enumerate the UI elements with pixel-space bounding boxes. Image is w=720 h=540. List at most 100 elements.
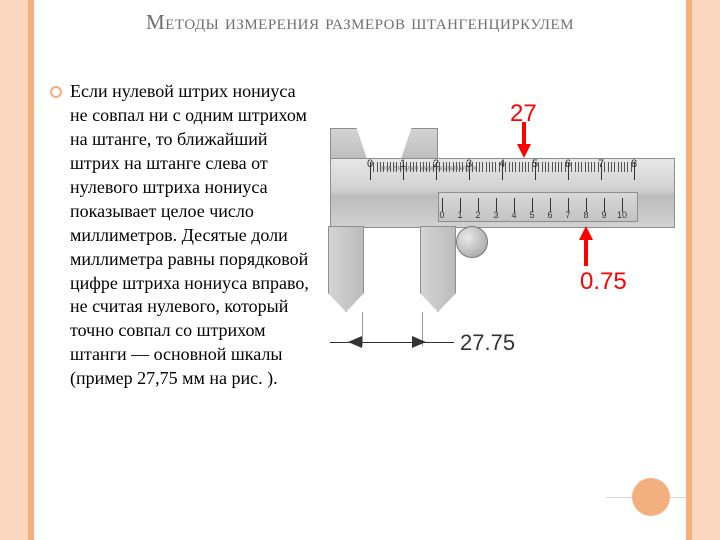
- vernier-scale-label: 1: [457, 210, 462, 220]
- stripe-outer-left: [0, 0, 28, 540]
- main-tick-minor: [588, 162, 589, 172]
- body-content: Если нулевой штрих нониуса не совпал ни …: [50, 80, 310, 391]
- main-tick-minor: [548, 162, 549, 172]
- main-tick-minor: [528, 162, 529, 172]
- main-tick-minor: [495, 162, 496, 172]
- main-tick-minor: [439, 162, 440, 172]
- main-scale-label: 7: [598, 158, 604, 170]
- stripe-inner-left: [28, 0, 34, 540]
- main-tick-minor: [406, 162, 407, 172]
- main-tick-minor: [449, 162, 450, 172]
- main-tick-minor: [545, 162, 546, 172]
- main-scale-label: 1: [400, 158, 406, 170]
- main-tick-minor: [522, 162, 523, 172]
- main-tick-minor: [393, 162, 394, 172]
- main-tick-minor: [472, 162, 473, 172]
- lower-jaw-moving: [420, 226, 456, 312]
- vernier-scale-label: 6: [547, 210, 552, 220]
- main-tick-minor: [492, 162, 493, 172]
- main-tick-minor: [383, 162, 384, 172]
- main-tick-minor: [482, 162, 483, 172]
- dimension-line: [330, 342, 454, 343]
- main-tick-minor: [479, 162, 480, 172]
- arrow-down-icon: [520, 122, 528, 156]
- main-tick-minor: [561, 162, 562, 172]
- vernier-scale-label: 9: [601, 210, 606, 220]
- vernier-scale-label: 2: [475, 210, 480, 220]
- main-scale: 012345678: [370, 162, 670, 188]
- main-tick-minor: [420, 162, 421, 172]
- main-tick-minor: [614, 162, 615, 172]
- vernier-scale-label: 3: [493, 210, 498, 220]
- main-tick-minor: [575, 162, 576, 172]
- main-tick-minor: [486, 162, 487, 172]
- bullet-marker-icon: [50, 86, 62, 98]
- vernier-scale: 012345678910: [442, 194, 632, 214]
- main-tick-minor: [571, 162, 572, 172]
- main-tick-minor: [416, 162, 417, 172]
- upper-jaw-moving: [400, 128, 438, 162]
- main-tick-minor: [429, 162, 430, 172]
- main-tick-minor: [525, 162, 526, 172]
- main-tick-minor: [410, 162, 411, 172]
- main-scale-label: 6: [565, 158, 571, 170]
- footer-circle-icon: [632, 478, 670, 516]
- main-tick-minor: [515, 162, 516, 172]
- vernier-scale-label: 4: [511, 210, 516, 220]
- main-tick-minor: [581, 162, 582, 172]
- dimension-extension-left: [362, 312, 363, 346]
- main-tick-minor: [380, 162, 381, 172]
- vernier-scale-label: 7: [565, 210, 570, 220]
- main-tick-minor: [390, 162, 391, 172]
- main-tick-minor: [453, 162, 454, 172]
- main-tick-minor: [618, 162, 619, 172]
- main-tick-minor: [621, 162, 622, 172]
- caliper-figure: prof. Stefanelli www.stefanelli.eng.br 0…: [320, 100, 680, 400]
- main-tick-minor: [413, 162, 414, 172]
- vernier-scale-label: 8: [583, 210, 588, 220]
- main-tick-minor: [396, 162, 397, 172]
- main-scale-label: 8: [631, 158, 637, 170]
- vernier-scale-label: 10: [617, 210, 627, 220]
- main-scale-label: 5: [532, 158, 538, 170]
- vernier-scale-label: 0: [439, 210, 444, 220]
- main-scale-label: 3: [466, 158, 472, 170]
- main-tick-minor: [538, 162, 539, 172]
- main-tick-minor: [509, 162, 510, 172]
- main-tick-minor: [426, 162, 427, 172]
- main-tick-minor: [542, 162, 543, 172]
- bullet-row: Если нулевой штрих нониуса не совпал ни …: [50, 80, 310, 391]
- main-tick-minor: [555, 162, 556, 172]
- main-tick-minor: [462, 162, 463, 172]
- main-tick-minor: [456, 162, 457, 172]
- main-tick-minor: [459, 162, 460, 172]
- main-tick-minor: [591, 162, 592, 172]
- main-tick-minor: [627, 162, 628, 172]
- slide-title: Методы измерения размеров штангенциркуле…: [40, 10, 680, 35]
- main-tick-minor: [512, 162, 513, 172]
- bullet-text: Если нулевой штрих нониуса не совпал ни …: [70, 80, 310, 391]
- main-tick-minor: [608, 162, 609, 172]
- main-tick-minor: [443, 162, 444, 172]
- main-scale-label: 0: [367, 158, 373, 170]
- main-tick-minor: [594, 162, 595, 172]
- main-tick-minor: [585, 162, 586, 172]
- main-tick-minor: [604, 162, 605, 172]
- slide: Методы измерения размеров штангенциркуле…: [0, 0, 720, 540]
- main-tick-minor: [373, 162, 374, 172]
- main-tick-minor: [519, 162, 520, 172]
- main-scale-label: 4: [499, 158, 505, 170]
- main-scale-label: 2: [433, 158, 439, 170]
- main-tick-minor: [624, 162, 625, 172]
- main-tick-minor: [423, 162, 424, 172]
- thumb-wheel-icon: [456, 226, 488, 258]
- main-tick-minor: [611, 162, 612, 172]
- main-tick-minor: [377, 162, 378, 172]
- vernier-scale-label: 5: [529, 210, 534, 220]
- stripe-outer-right: [692, 0, 720, 540]
- upper-jaw-fixed: [330, 128, 368, 162]
- main-tick-minor: [552, 162, 553, 172]
- callout-fraction: 0.75: [580, 268, 627, 296]
- dimension-value: 27.75: [460, 330, 515, 356]
- main-tick-minor: [387, 162, 388, 172]
